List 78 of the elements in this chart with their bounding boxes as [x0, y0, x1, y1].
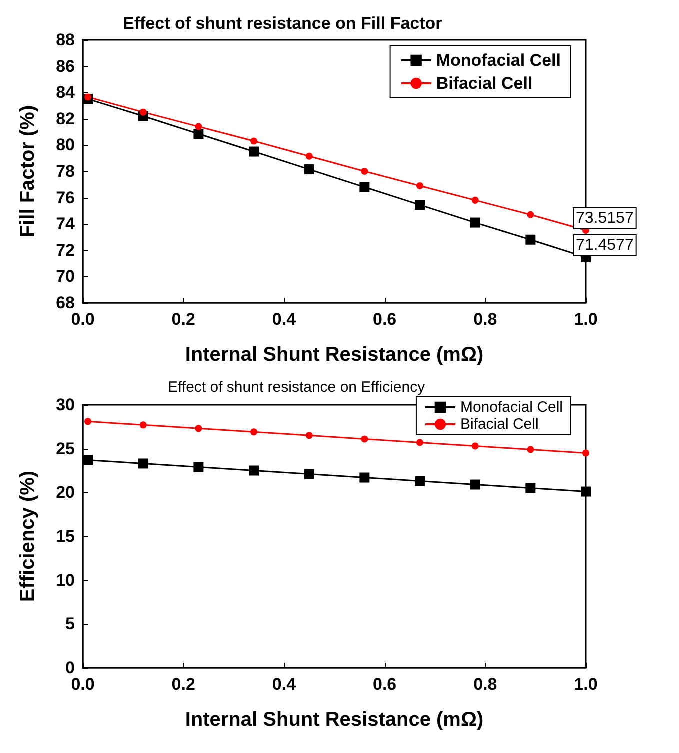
chart-title: Effect of shunt resistance on Fill Factor	[123, 14, 443, 33]
point	[361, 436, 368, 443]
point	[195, 123, 202, 130]
point	[527, 211, 534, 218]
x-tick-label: 0.4	[272, 675, 297, 694]
legend-label: Monofacial Cell	[460, 399, 563, 416]
x-tick-label: 0.6	[372, 675, 397, 694]
x-tick-label: 0.6	[372, 310, 397, 329]
y-tick-label: 30	[56, 396, 75, 414]
annotation: 73.5157	[576, 210, 634, 227]
legend-label: Bifacial Cell	[460, 416, 539, 433]
point	[415, 200, 426, 210]
y-tick-label: 86	[56, 56, 75, 76]
point	[470, 480, 480, 490]
x-tick-label: 0.8	[474, 675, 498, 694]
point	[140, 422, 147, 429]
y-tick-label: 76	[56, 188, 75, 208]
point	[84, 94, 92, 101]
y-axis-title: Efficiency (%)	[17, 470, 39, 602]
y-axis-title: Fill Factor (%)	[17, 105, 39, 238]
point	[416, 439, 424, 446]
y-tick-label: 20	[56, 483, 75, 502]
point	[472, 442, 479, 450]
y-tick-label: 25	[56, 439, 75, 458]
y-tick-label: 78	[56, 162, 75, 181]
point	[360, 182, 370, 192]
y-tick-label: 84	[56, 83, 76, 102]
point	[306, 432, 313, 440]
y-tick-label: 88	[56, 30, 75, 50]
x-tick-label: 0.2	[172, 310, 196, 329]
point	[470, 218, 480, 228]
annotation: 71.4577	[576, 237, 634, 254]
y-tick-label: 15	[56, 527, 75, 546]
point	[83, 455, 94, 466]
x-tick-label: 0.0	[71, 310, 95, 329]
y-tick-label: 70	[56, 267, 75, 286]
point	[472, 196, 479, 204]
point	[415, 476, 426, 486]
point	[138, 458, 148, 469]
legend-label: Bifacial Cell	[436, 74, 533, 93]
point	[194, 462, 204, 472]
y-tick-label: 82	[56, 109, 75, 128]
point	[84, 418, 92, 426]
point	[140, 108, 147, 116]
y-tick-label: 10	[56, 570, 75, 590]
point	[250, 428, 258, 436]
point	[306, 152, 313, 160]
chart-title: Effect of shunt resistance on Efficiency	[168, 379, 426, 396]
point	[249, 466, 260, 476]
point	[250, 138, 258, 145]
point	[195, 425, 202, 432]
x-tick-label: 0.8	[474, 310, 498, 329]
point	[527, 446, 534, 454]
point	[304, 164, 314, 175]
x-tick-label: 0.2	[172, 675, 196, 694]
point	[249, 146, 260, 157]
x-tick-label: 1.0	[574, 675, 598, 694]
point	[360, 472, 370, 483]
point	[526, 483, 536, 494]
point	[416, 182, 424, 190]
y-tick-label: 80	[56, 136, 75, 155]
point	[194, 129, 204, 140]
point	[581, 486, 591, 497]
x-tick-label: 0.4	[272, 310, 297, 329]
y-tick-label: 5	[66, 614, 75, 634]
y-tick-label: 68	[56, 294, 75, 312]
x-axis-title: Internal Shunt Resistance (mΩ)	[185, 344, 484, 366]
y-tick-label: 74	[56, 214, 76, 234]
x-tick-label: 0.0	[71, 675, 95, 694]
point	[304, 469, 314, 480]
point	[526, 234, 536, 245]
point	[361, 168, 368, 175]
y-tick-label: 72	[56, 240, 75, 260]
point	[582, 450, 590, 457]
legend-label: Monofacial Cell	[436, 51, 561, 70]
x-tick-label: 1.0	[574, 310, 598, 329]
y-tick-label: 0	[66, 658, 75, 678]
x-axis-title: Internal Shunt Resistance (mΩ)	[185, 709, 484, 731]
